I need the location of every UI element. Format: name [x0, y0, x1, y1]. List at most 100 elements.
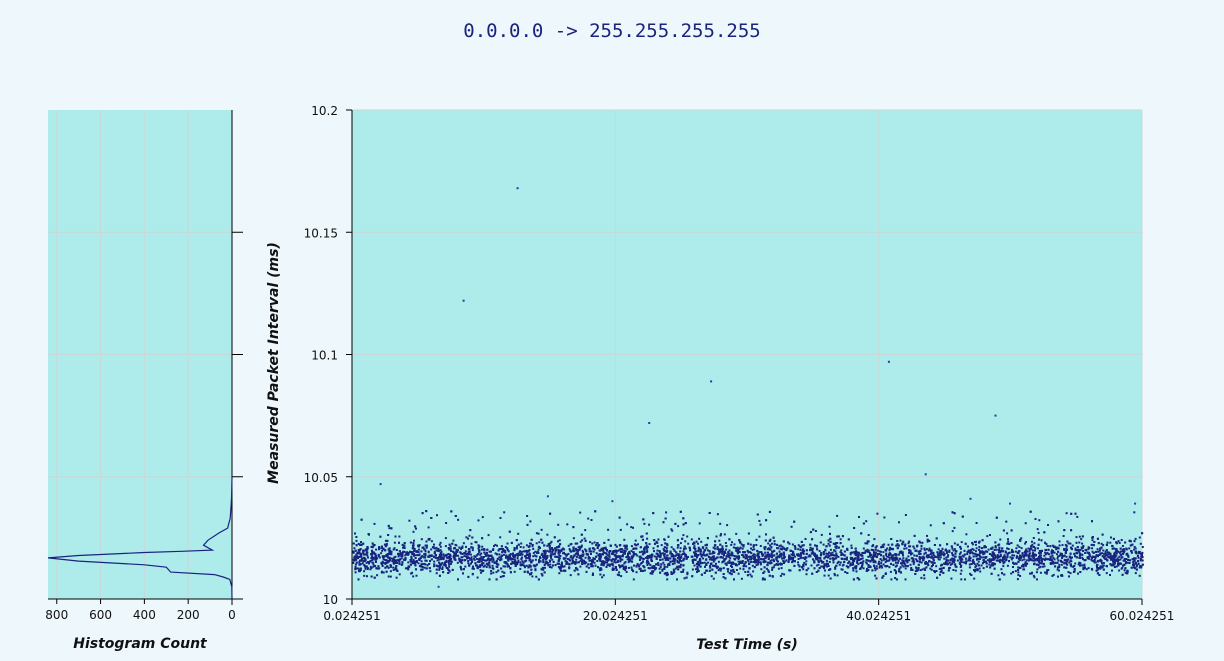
scatter-point — [962, 561, 965, 564]
scatter-point — [389, 575, 392, 578]
scatter-point — [385, 542, 388, 545]
scatter-point — [899, 557, 902, 560]
scatter-point — [638, 564, 641, 567]
scatter-point — [590, 560, 593, 563]
scatter-point — [415, 568, 417, 571]
scatter-point — [707, 561, 710, 564]
scatter-point — [891, 548, 894, 550]
scatter-point — [492, 558, 495, 561]
scatter-point — [1062, 535, 1065, 537]
scatter-point — [637, 565, 640, 568]
scatter-point — [549, 542, 552, 545]
scatter-point — [997, 549, 1000, 551]
scatter-point — [438, 556, 440, 559]
scatter-point — [603, 547, 605, 550]
scatter-point — [885, 553, 887, 556]
scatter-point — [610, 558, 613, 561]
scatter-point — [440, 550, 443, 553]
scatter-point — [977, 554, 980, 556]
scatter-point — [572, 548, 575, 550]
scatter-point — [448, 570, 451, 573]
histogram-x-tick-label: 800 — [45, 608, 68, 622]
scatter-point — [948, 561, 951, 564]
scatter-point — [1025, 548, 1028, 551]
scatter-point — [1003, 561, 1006, 564]
scatter-point — [514, 563, 517, 566]
scatter-point — [850, 547, 853, 549]
scatter-point — [950, 577, 953, 580]
scatter-point — [1105, 572, 1108, 575]
scatter-point — [690, 538, 693, 541]
scatter-point — [1031, 549, 1034, 552]
scatter-point — [1077, 563, 1080, 566]
scatter-point — [707, 556, 710, 559]
scatter-point — [1081, 535, 1084, 538]
scatter-point — [787, 560, 790, 563]
scatter-point — [447, 572, 450, 574]
scatter-point — [619, 548, 622, 551]
scatter-point — [841, 545, 844, 548]
scatter-point — [704, 544, 707, 547]
scatter-point — [939, 550, 942, 552]
scatter-point — [783, 573, 786, 576]
scatter-point — [918, 552, 921, 555]
scatter-point — [750, 552, 753, 555]
scatter-point — [845, 556, 848, 559]
scatter-point — [495, 563, 498, 565]
scatter-point — [764, 551, 767, 554]
scatter-point — [686, 573, 689, 576]
scatter-point — [664, 546, 666, 549]
scatter-point — [359, 554, 362, 557]
scatter-point — [427, 550, 430, 553]
scatter-point — [1047, 569, 1050, 571]
scatter-point — [418, 544, 421, 547]
scatter-point — [714, 571, 717, 574]
scatter-point — [532, 547, 535, 550]
scatter-point — [569, 574, 572, 577]
scatter-point — [1117, 550, 1120, 553]
scatter-point — [581, 561, 584, 564]
scatter-point — [425, 559, 428, 562]
scatter-point — [847, 562, 850, 565]
scatter-point — [504, 546, 507, 548]
scatter-point — [960, 541, 963, 544]
scatter-point — [929, 567, 932, 570]
scatter-point — [751, 548, 754, 551]
scatter-point — [577, 552, 579, 555]
scatter-point — [1084, 552, 1087, 554]
scatter-point — [730, 572, 733, 575]
scatter-point — [403, 550, 406, 553]
scatter-point — [773, 554, 776, 557]
scatter-point — [383, 543, 386, 546]
scatter-point — [465, 545, 467, 548]
scatter-point — [840, 549, 843, 552]
scatter-point — [834, 550, 837, 553]
scatter-point — [971, 541, 974, 544]
scatter-point — [645, 547, 648, 550]
scatter-point — [914, 573, 917, 575]
scatter-point — [529, 520, 532, 523]
scatter-point — [603, 551, 606, 554]
scatter-point — [1081, 564, 1084, 567]
scatter-point — [623, 562, 626, 565]
scatter-point — [679, 550, 682, 553]
scatter-point — [749, 543, 752, 546]
scatter-point — [738, 539, 741, 542]
scatter-point — [862, 560, 865, 563]
scatter-point — [591, 547, 594, 550]
scatter-point — [526, 554, 529, 556]
scatter-point — [576, 542, 579, 545]
scatter-point — [837, 555, 840, 558]
scatter-point — [441, 562, 444, 565]
scatter-point — [1043, 531, 1046, 534]
scatter-point — [889, 570, 892, 573]
scatter-point — [362, 549, 365, 552]
scatter-point — [1020, 537, 1023, 540]
scatter-point — [1123, 563, 1126, 566]
scatter-point — [575, 558, 578, 561]
scatter-point — [940, 550, 943, 552]
scatter-point — [1074, 547, 1077, 550]
scatter-point — [889, 547, 892, 550]
scatter-point — [757, 561, 760, 564]
scatter-point — [936, 553, 939, 556]
